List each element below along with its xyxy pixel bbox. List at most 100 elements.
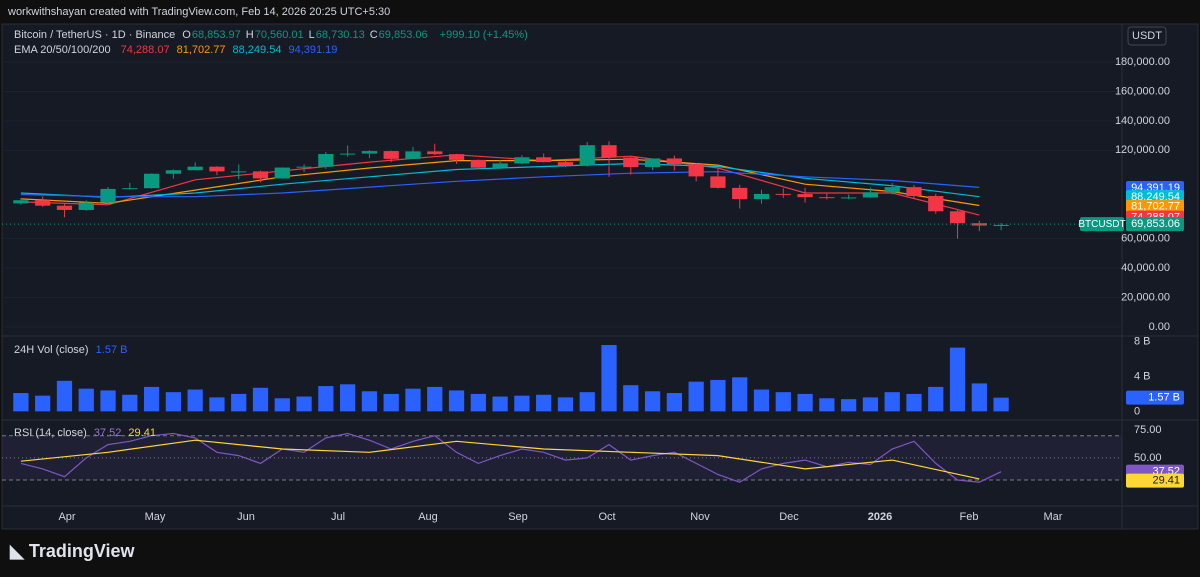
- candle-body: [13, 200, 29, 204]
- change: +999.10 (+1.45%): [439, 29, 528, 41]
- volume-bar: [231, 393, 247, 412]
- volume-title: 24H Vol (close): [14, 344, 89, 356]
- ema-value: 94,391.19: [288, 44, 338, 56]
- volume-bar: [56, 380, 73, 412]
- y-tick-label: 140,000.00: [1115, 115, 1170, 127]
- candle-body: [884, 187, 900, 193]
- candle-body: [666, 158, 682, 165]
- y-tick-label: 4 B: [1134, 370, 1151, 382]
- last-price-badge-bg: [1126, 217, 1184, 232]
- volume-bar: [841, 399, 857, 412]
- volume-bar: [688, 381, 704, 412]
- volume-bar: [514, 395, 530, 412]
- y-tick-label: 120,000.00: [1115, 144, 1170, 156]
- volume-bar: [993, 397, 1009, 412]
- ohlc-value: 70,560.01: [254, 29, 304, 41]
- ema-value: 88,249.54: [232, 44, 282, 56]
- volume-bar: [122, 394, 138, 412]
- rsi-value: 37.52: [93, 427, 122, 439]
- volume-bar: [296, 396, 312, 412]
- volume-bar: [949, 347, 966, 412]
- candle-body: [906, 187, 922, 196]
- volume-badge-bg: [1126, 390, 1184, 405]
- rsi-ma-line: [20, 439, 980, 480]
- symbol: Bitcoin / TetherUS · 1D · Binance: [14, 29, 176, 41]
- candle-body: [361, 151, 378, 154]
- volume-bar: [13, 393, 29, 412]
- candle-body: [623, 157, 639, 168]
- volume-bar: [797, 393, 813, 412]
- rsi-ma-badge-bg: [1126, 473, 1184, 488]
- candle-body: [100, 188, 116, 203]
- ohlc-key: L: [308, 29, 315, 41]
- x-tick-label: Mar: [1044, 511, 1063, 523]
- volume-bar: [209, 397, 225, 412]
- currency-label[interactable]: USDT: [1132, 30, 1162, 42]
- candle-body: [601, 145, 617, 158]
- candle-body: [470, 159, 486, 168]
- candle-body: [252, 171, 269, 179]
- candle-body: [753, 193, 770, 200]
- logo-text: TradingView: [28, 541, 135, 561]
- volume-bar: [906, 393, 922, 412]
- volume-bar: [405, 388, 421, 412]
- price-badge-bg: [1126, 199, 1184, 214]
- candle-body: [928, 195, 944, 212]
- volume-bar: [928, 386, 944, 412]
- ohlc-value: 68,853.97: [191, 29, 241, 41]
- price-badge: 81,702.77: [1131, 201, 1180, 213]
- candle-body: [56, 205, 73, 210]
- volume-bar: [100, 390, 116, 412]
- y-tick-label: 60,000.00: [1121, 233, 1170, 245]
- candle-body: [492, 163, 508, 168]
- candle-body: [710, 176, 726, 188]
- x-tick-label: Jul: [331, 511, 345, 523]
- ema-line: [20, 154, 980, 216]
- candle-body: [819, 197, 835, 199]
- candle-body: [122, 188, 138, 190]
- candle-body: [688, 164, 704, 177]
- ema-value: 74,288.07: [120, 44, 170, 56]
- y-tick-label: 0: [1134, 405, 1140, 417]
- volume-bar: [35, 395, 51, 412]
- volume-bar: [644, 391, 661, 412]
- volume-bar: [536, 394, 552, 412]
- volume-bar: [143, 386, 160, 412]
- legend-volume: 24H Vol (close) 1.57 B: [14, 344, 131, 356]
- y-tick-label: 0.00: [1149, 321, 1170, 333]
- volume-bar: [340, 384, 356, 412]
- logo: ◣ TradingView: [10, 541, 135, 561]
- ema-line: [20, 171, 980, 198]
- candle-body: [143, 173, 160, 189]
- currency-button[interactable]: [1127, 26, 1167, 46]
- ema-value: 81,702.77: [176, 44, 226, 56]
- volume-bar: [732, 377, 748, 412]
- x-tick-label: Nov: [690, 511, 710, 523]
- candle-body: [514, 157, 530, 164]
- y-tick-label: 20,000.00: [1121, 291, 1170, 303]
- candle-body: [165, 170, 181, 174]
- volume-badge: 1.57 B: [1148, 392, 1180, 404]
- x-tick-label: Feb: [960, 511, 979, 523]
- symbol-tag-bg: [1080, 217, 1124, 232]
- candle-body: [209, 166, 225, 172]
- volume-bar: [601, 344, 617, 412]
- volume-bar: [470, 393, 486, 412]
- y-tick-label: 8 B: [1134, 335, 1151, 347]
- volume-bar: [274, 398, 290, 412]
- candle-body: [296, 166, 312, 168]
- y-tick-label: 160,000.00: [1115, 85, 1170, 97]
- y-tick-label: 180,000.00: [1115, 56, 1170, 68]
- x-tick-label: 2026: [868, 511, 892, 523]
- volume-bar: [252, 387, 269, 412]
- volume-bar: [361, 391, 378, 412]
- x-tick-label: Dec: [779, 511, 799, 523]
- ohlc-value: 68,730.13: [315, 29, 365, 41]
- candle-body: [231, 171, 247, 173]
- x-tick-label: Apr: [58, 511, 75, 523]
- volume-bar: [710, 379, 726, 412]
- volume-bar: [448, 390, 465, 412]
- candle-body: [732, 187, 748, 200]
- candle-body: [971, 223, 987, 226]
- y-tick-label: 40,000.00: [1121, 262, 1170, 274]
